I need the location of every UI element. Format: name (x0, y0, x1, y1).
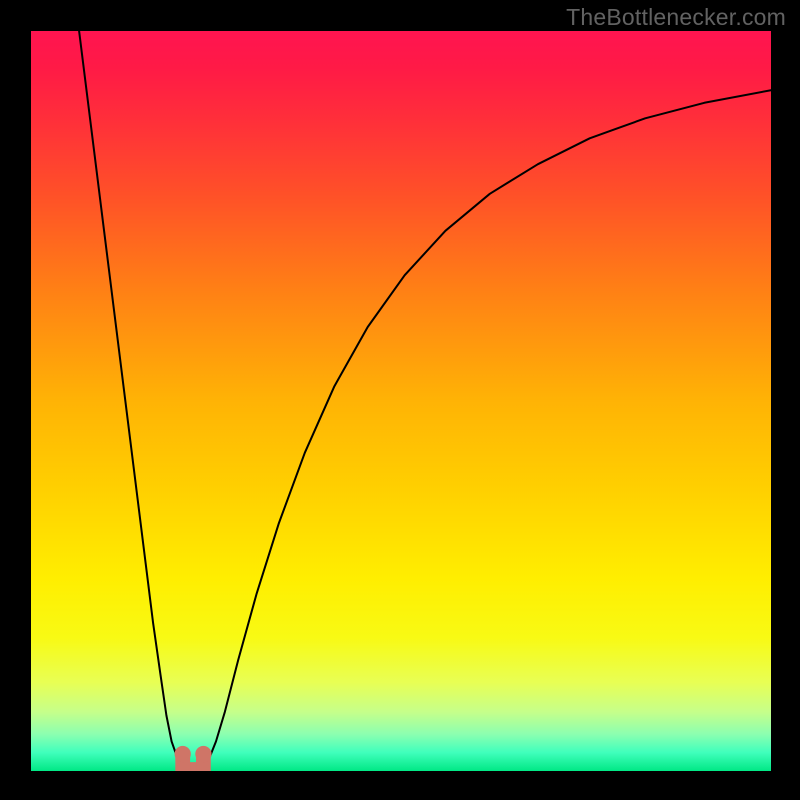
plot-area (31, 31, 771, 771)
watermark-text: TheBottlenecker.com (566, 4, 786, 31)
plot-svg (31, 31, 771, 771)
gradient-background (31, 31, 771, 771)
bump-right-cap (195, 746, 211, 762)
bump-left-cap (175, 746, 191, 762)
